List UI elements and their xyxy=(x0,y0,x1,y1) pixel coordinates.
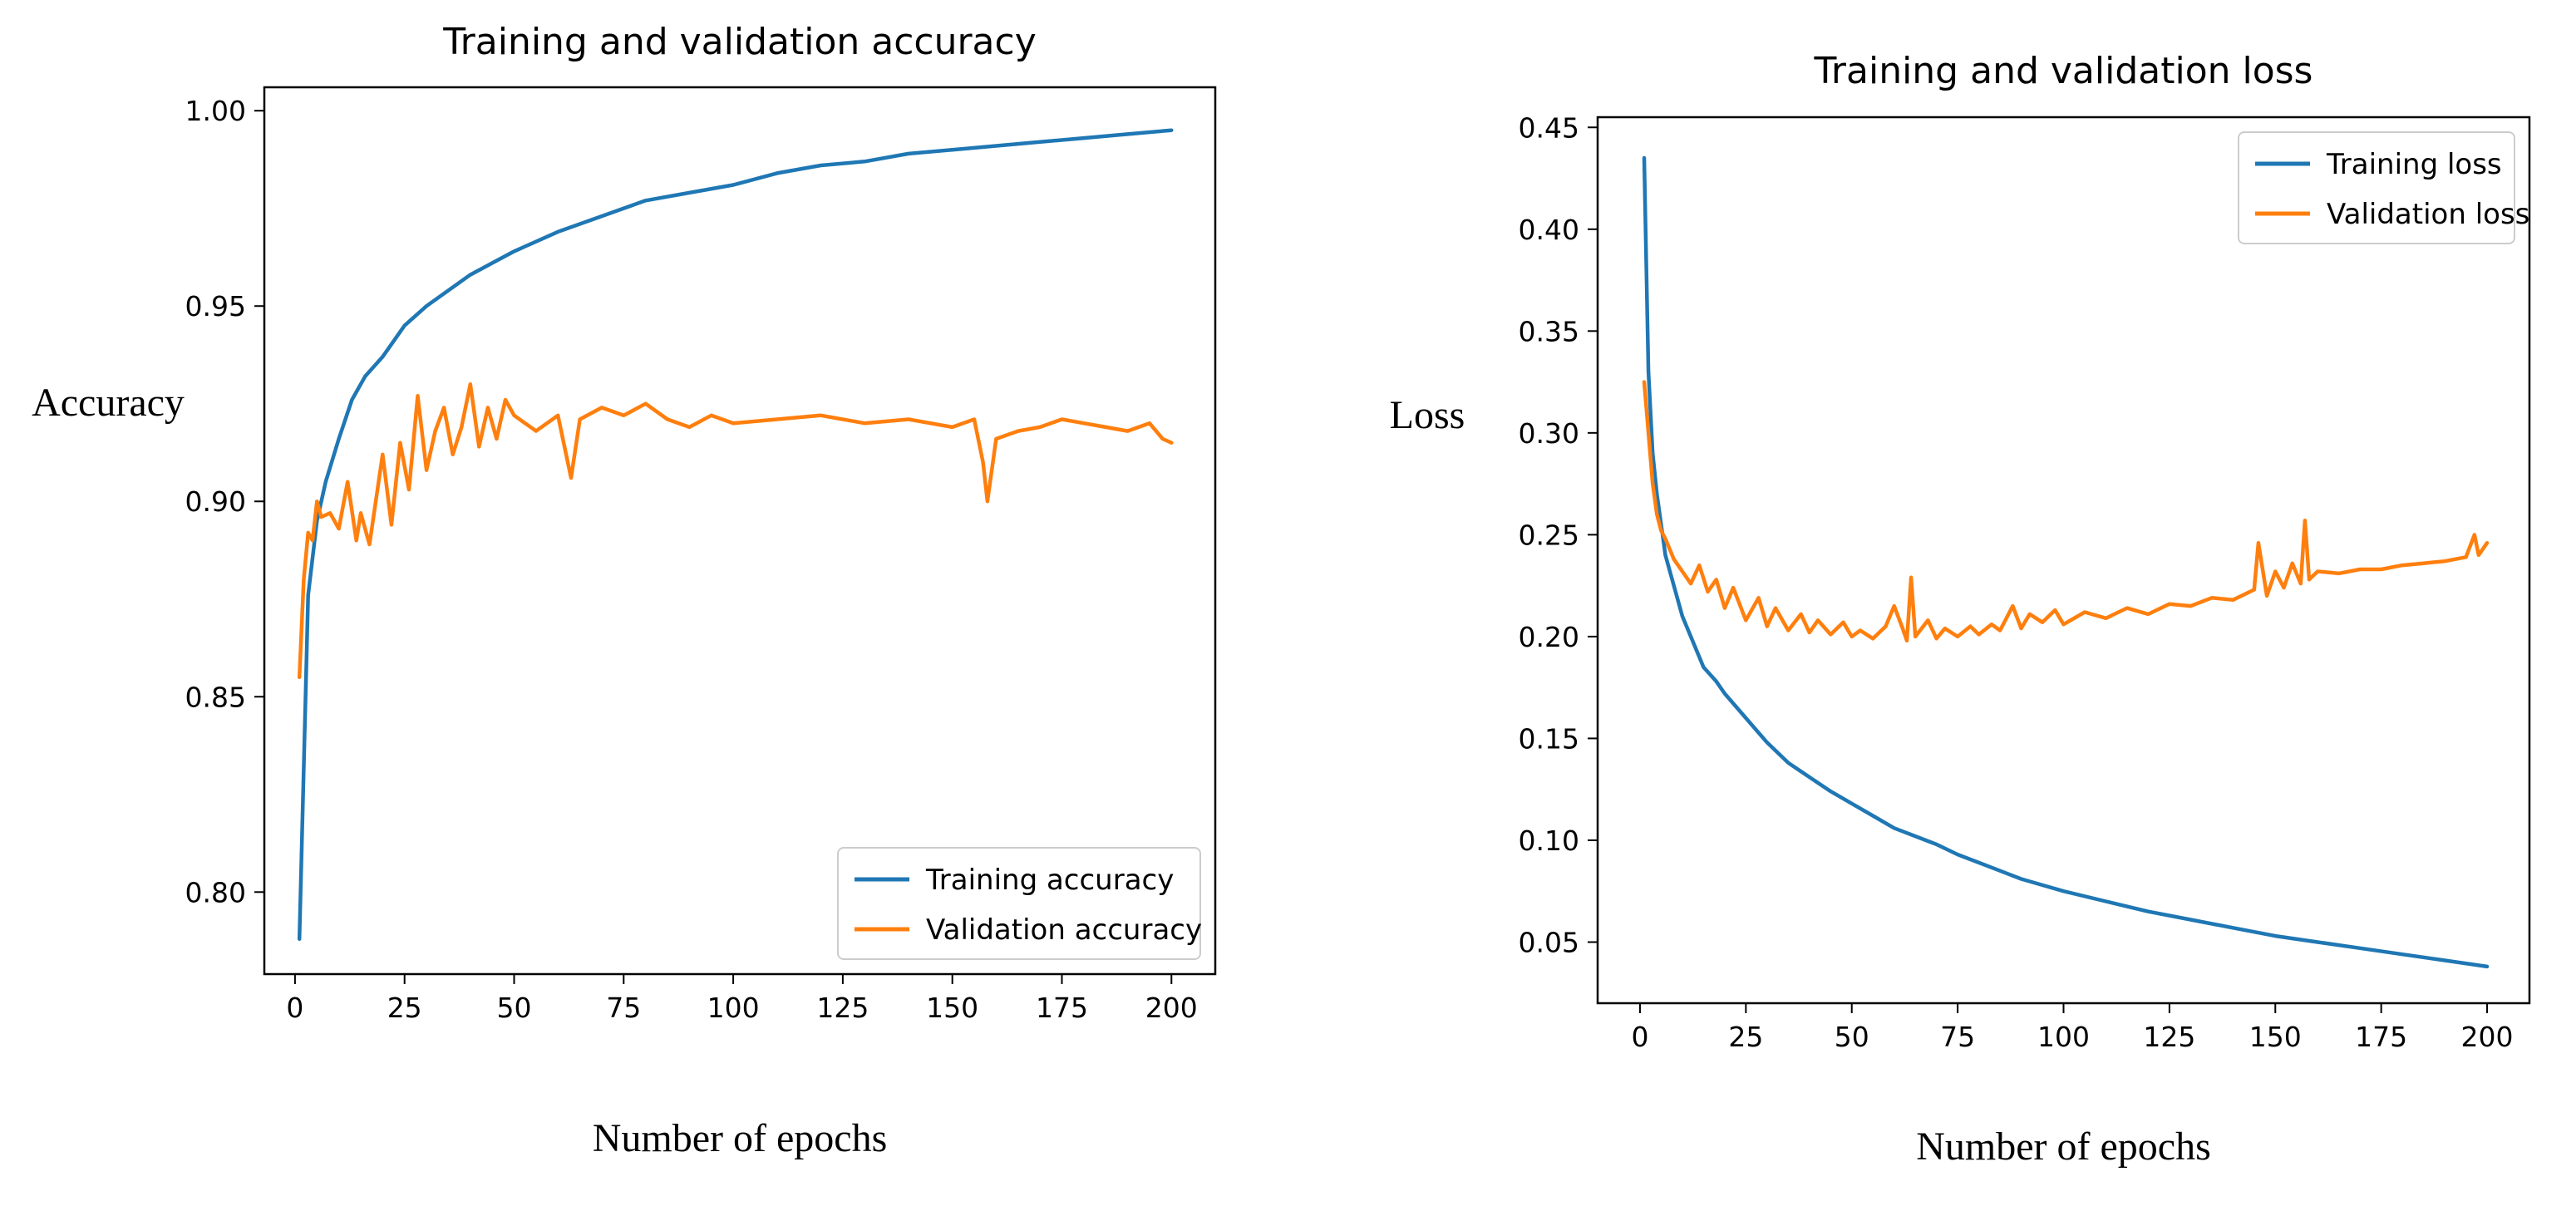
x-tick-label: 0 xyxy=(1631,1021,1648,1053)
legend-label: Validation accuracy xyxy=(926,913,1202,947)
chart-title: Training and validation accuracy xyxy=(442,21,1037,63)
y-tick-label: 0.20 xyxy=(1519,621,1579,653)
series-line-training-loss xyxy=(1642,155,2490,969)
legend-label: Training accuracy xyxy=(925,864,1174,897)
y-axis-label: Loss xyxy=(1390,393,1465,437)
y-tick-label: 0.85 xyxy=(185,681,246,713)
y-tick-label: 0.35 xyxy=(1519,315,1579,347)
x-tick-label: 175 xyxy=(1036,992,1088,1024)
accuracy-chart: Training and validation accuracy 0 25 50 75 1… xyxy=(32,21,1217,1160)
x-tick-label: 75 xyxy=(1940,1021,1975,1053)
x-tick-label: 50 xyxy=(1835,1021,1869,1053)
x-tick-label: 25 xyxy=(1728,1021,1763,1053)
y-tick-label: 0.95 xyxy=(185,290,246,322)
x-tick-label: 200 xyxy=(1145,992,1198,1024)
x-axis-label: Number of epochs xyxy=(1916,1125,2211,1169)
y-tick-label: 0.25 xyxy=(1519,519,1579,551)
plot-frame xyxy=(263,86,1217,976)
series-line-validation-loss xyxy=(1642,380,2490,643)
y-axis-label: Accuracy xyxy=(32,381,185,425)
series-line-training-accuracy xyxy=(297,128,1174,941)
x-tick-label: 200 xyxy=(2461,1021,2514,1053)
legend-label: Training loss xyxy=(2326,148,2502,181)
y-tick-label: 0.05 xyxy=(1519,926,1579,958)
x-tick-label: 0 xyxy=(286,992,303,1024)
series-line-validation-accuracy xyxy=(297,381,1174,680)
y-tick-label: 0.45 xyxy=(1519,111,1579,144)
x-tick-label: 100 xyxy=(2037,1021,2090,1053)
x-tick-label: 125 xyxy=(2143,1021,2195,1053)
plot-frame xyxy=(1596,116,2531,1005)
x-tick-label: 150 xyxy=(2249,1021,2302,1053)
y-tick-label: 0.80 xyxy=(185,876,246,908)
legend-label: Validation loss xyxy=(2327,198,2529,231)
loss-chart: Training and validation loss 0 25 50 75 100 12… xyxy=(1390,50,2531,1169)
y-tick-label: 0.15 xyxy=(1519,722,1579,755)
y-tick-label: 0.90 xyxy=(185,485,246,518)
x-tick-label: 125 xyxy=(816,992,869,1024)
legend: Training accuracy Validation accuracy xyxy=(837,847,1202,960)
y-tick-label: 0.10 xyxy=(1519,825,1579,857)
x-tick-label: 25 xyxy=(387,992,422,1024)
legend: Training loss Validation loss xyxy=(2238,131,2529,244)
x-tick-label: 150 xyxy=(926,992,978,1024)
x-tick-label: 75 xyxy=(606,992,641,1024)
x-axis-label: Number of epochs xyxy=(593,1116,888,1160)
x-tick-label: 50 xyxy=(496,992,531,1024)
y-tick-label: 1.00 xyxy=(185,95,246,127)
legend-box xyxy=(837,847,1201,960)
chart-title: Training and validation loss xyxy=(1814,50,2313,92)
x-tick-label: 100 xyxy=(707,992,760,1024)
y-tick-label: 0.40 xyxy=(1519,214,1579,246)
x-tick-label: 175 xyxy=(2355,1021,2407,1053)
y-tick-label: 0.30 xyxy=(1519,417,1579,450)
